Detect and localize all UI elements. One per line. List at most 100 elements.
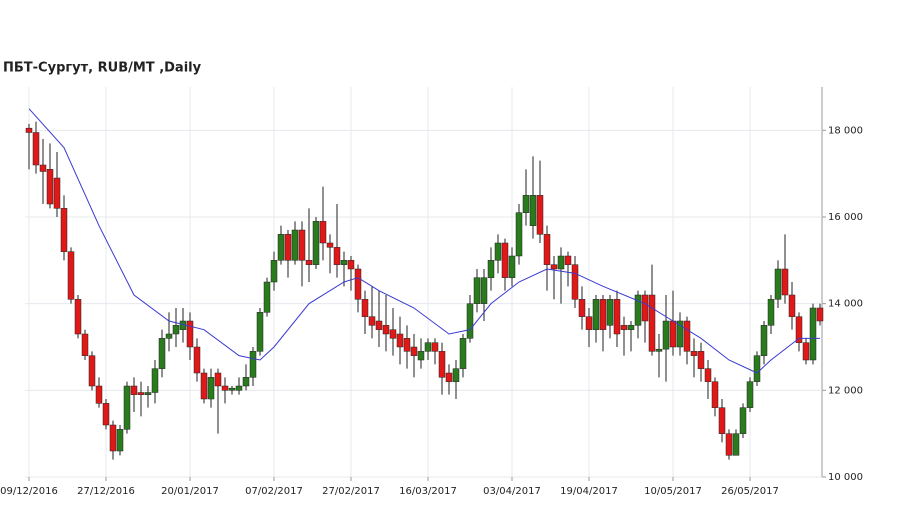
candle-body (788, 294, 796, 317)
candle-body (592, 299, 600, 330)
candle-body (333, 247, 341, 265)
candle-body (564, 255, 572, 265)
x-tick-label: 27/02/2017 (322, 486, 380, 497)
candle-body (620, 325, 628, 330)
candle-body (536, 195, 544, 235)
x-tick-label: 07/02/2017 (245, 486, 303, 497)
candle-body (550, 264, 558, 270)
candle-body (158, 338, 166, 369)
candle-body (431, 342, 439, 352)
x-tick-label: 27/12/2016 (77, 486, 135, 497)
x-tick-label: 20/01/2017 (161, 486, 219, 497)
candle-body (571, 264, 579, 300)
candle-body (662, 320, 670, 350)
candle-body (585, 316, 593, 330)
candle-body (277, 234, 285, 261)
x-tick-label: 26/05/2017 (721, 486, 779, 497)
candle-body (613, 299, 621, 335)
candle-body (676, 320, 684, 348)
candle-body (298, 229, 306, 261)
candle-body (557, 255, 565, 270)
candle-body (186, 320, 194, 348)
candle-body (67, 251, 75, 300)
candle-body (193, 346, 201, 374)
candle-body (767, 299, 775, 326)
candle-body (256, 312, 264, 352)
candle-body (375, 320, 383, 330)
candle-body (263, 281, 271, 313)
y-tick-label: 18 000 (828, 125, 863, 136)
candle-body (417, 351, 425, 361)
candle-body (221, 385, 229, 391)
candle-body (760, 325, 768, 356)
candle-body (396, 333, 404, 348)
candle-body (284, 234, 292, 261)
x-tick-label: 09/12/2016 (0, 486, 58, 497)
candle-body (165, 333, 173, 339)
candle-body (291, 229, 299, 261)
candle-body (53, 177, 61, 209)
candle-body (60, 208, 68, 252)
y-tick-label: 14 000 (828, 299, 863, 310)
x-tick-label: 10/05/2017 (644, 486, 702, 497)
candle-body (746, 381, 754, 408)
candle-body (410, 346, 418, 356)
candle-body (144, 392, 152, 395)
candle-body (130, 385, 138, 395)
candle-body (95, 385, 103, 404)
candle-body (529, 195, 537, 226)
candle-body (438, 351, 446, 378)
candle-body (795, 316, 803, 343)
candle-body (634, 294, 642, 326)
candle-body (305, 260, 313, 265)
candle-body (46, 169, 54, 205)
candle-body (725, 433, 733, 456)
candle-body (389, 329, 397, 339)
candle-body (494, 242, 502, 261)
candle-body (116, 429, 124, 452)
candle-body (739, 407, 747, 434)
candle-body (25, 127, 33, 133)
candle-body (578, 299, 586, 317)
candle-body (732, 433, 740, 456)
candle-body (382, 325, 390, 335)
candle-body (172, 325, 180, 335)
candle-body (39, 164, 47, 172)
candle-body (368, 316, 376, 326)
candle-body (361, 299, 369, 317)
y-tick-label: 10 000 (828, 472, 863, 483)
candle-body (270, 260, 278, 283)
candle-body (641, 294, 649, 322)
chart-title: ПБТ-Сургут, RUB/MT ,Daily (3, 61, 202, 76)
x-tick-label: 19/04/2017 (560, 486, 618, 497)
candle-body (466, 303, 474, 339)
candle-body (522, 195, 530, 213)
y-tick-label: 16 000 (828, 212, 863, 223)
candle-body (599, 299, 607, 330)
candle-body (88, 355, 96, 387)
candle-body (718, 407, 726, 434)
candle-body (102, 403, 110, 426)
candle-body (340, 260, 348, 265)
x-tick-label: 03/04/2017 (483, 486, 541, 497)
candle-body (354, 268, 362, 300)
candle-body (774, 268, 782, 300)
candle-body (711, 381, 719, 408)
candle-body (781, 268, 789, 296)
candle-body (151, 368, 159, 393)
candle-body (515, 212, 523, 257)
candle-body (403, 338, 411, 352)
candle-body (312, 221, 320, 265)
candle-body (802, 342, 810, 361)
candle-body (452, 368, 460, 382)
candle-body (445, 372, 453, 382)
candle-body (669, 320, 677, 348)
candle-body (753, 355, 761, 382)
candle-body (487, 260, 495, 278)
candle-body (347, 260, 355, 270)
candle-body (459, 338, 467, 369)
candle-body (123, 385, 131, 430)
candle-body (627, 325, 635, 330)
candle-body (809, 307, 817, 361)
candle-body (242, 377, 250, 387)
